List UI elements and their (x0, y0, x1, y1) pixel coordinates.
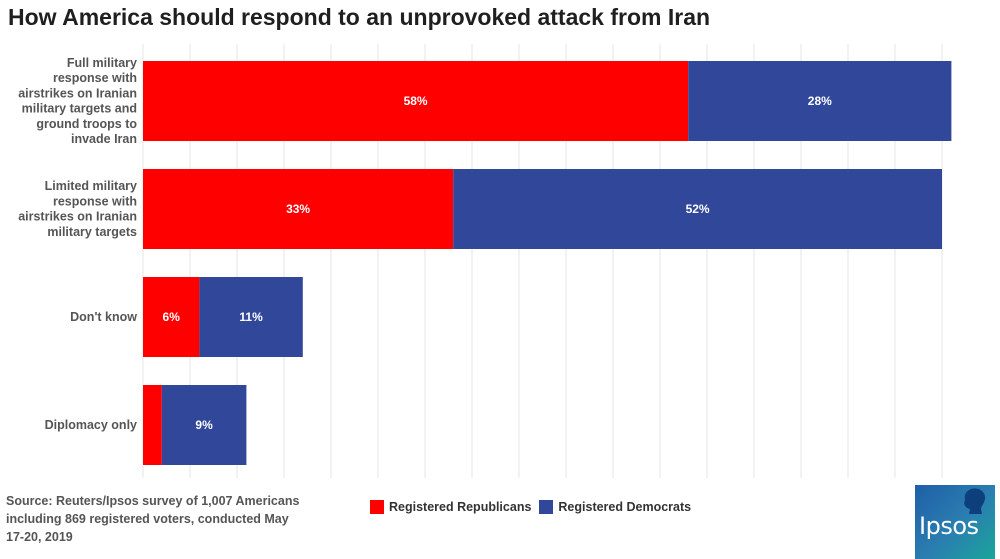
logo-text: Ipsos (919, 512, 979, 540)
source-line: 17-20, 2019 (6, 530, 73, 544)
legend-swatch-democrats (539, 500, 554, 514)
bar-democrats (688, 61, 952, 141)
legend: Registered Republicans Registered Democr… (370, 500, 699, 514)
legend-item-democrats: Registered Democrats (539, 500, 691, 514)
data-label: 52% (686, 202, 710, 216)
data-label: 9% (195, 418, 213, 432)
bar-republicans (143, 385, 162, 465)
source-note: Source: Reuters/Ipsos survey of 1,007 Am… (6, 492, 346, 546)
ipsos-logo: Ipsos (915, 485, 995, 559)
data-label: 28% (808, 94, 832, 108)
source-line: including 869 registered voters, conduct… (6, 512, 289, 526)
category-label: Diplomacy only (45, 418, 137, 432)
data-label: 6% (163, 310, 181, 324)
bar-labels: 58% 28% 33% 52% 6% 11% 9% (163, 94, 833, 432)
bar-republicans (143, 61, 689, 141)
data-label: 33% (286, 202, 310, 216)
bar-republicans (143, 169, 454, 249)
bar-democrats (161, 385, 247, 465)
bar-republicans (143, 277, 200, 357)
legend-label-democrats: Registered Democrats (558, 500, 692, 514)
category-label: Limited military response with airstrikes … (18, 179, 137, 239)
legend-label-republicans: Registered Republicans (389, 500, 532, 514)
bar-democrats (453, 169, 942, 249)
chart-title: How America should respond to an unprovo… (8, 4, 711, 30)
category-label: Full military response with airstrikes on … (18, 56, 137, 146)
stacked-bar-chart: 58% 28% 33% 52% 6% 11% 9% Full military respons… (18, 44, 952, 478)
category-label: Don't know (70, 310, 137, 324)
category-labels: Full military response with airstrikes on … (18, 56, 137, 432)
legend-item-republicans: Registered Republicans (370, 500, 531, 514)
source-line: Source: Reuters/Ipsos survey of 1,007 Am… (6, 494, 300, 508)
bar-democrats (199, 277, 303, 357)
legend-swatch-republicans (370, 500, 384, 514)
head-silhouette-icon (964, 488, 986, 514)
data-label: 58% (404, 94, 428, 108)
bars (143, 61, 952, 465)
data-label: 11% (239, 310, 263, 324)
